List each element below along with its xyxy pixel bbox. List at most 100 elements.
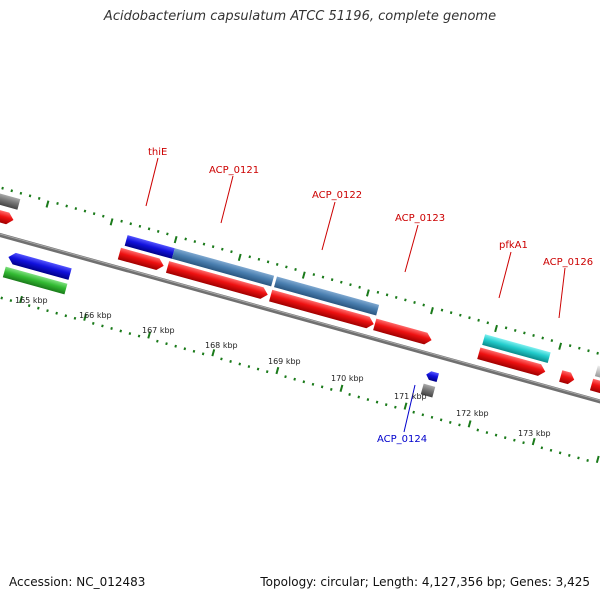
gene-ACP-0124[interactable] xyxy=(425,370,439,383)
minor-tick xyxy=(348,393,351,396)
ruler-label: 168 kbp xyxy=(205,341,238,350)
minor-tick xyxy=(65,204,68,208)
label-ACP-0123[interactable]: ACP_0123 xyxy=(395,213,445,224)
minor-tick xyxy=(375,400,379,404)
minor-tick xyxy=(384,403,388,407)
minor-tick xyxy=(28,194,32,198)
gene-left-blue-reverse[interactable] xyxy=(7,251,72,280)
minor-tick xyxy=(577,456,580,460)
ruler-label: 169 kbp xyxy=(268,357,301,366)
minor-tick xyxy=(174,344,177,348)
ruler-labels: 165 kbp 166 kbp 167 kbp 168 kbp 169 kbp … xyxy=(15,296,551,438)
minor-tick xyxy=(340,280,343,284)
minor-tick xyxy=(166,232,169,236)
minor-tick xyxy=(73,316,77,320)
minor-tick xyxy=(449,311,453,315)
cds-pfkA1[interactable] xyxy=(477,347,547,377)
minor-tick xyxy=(184,237,187,241)
minor-tick xyxy=(448,420,452,424)
minor-tick xyxy=(568,344,572,348)
minor-tick xyxy=(9,299,13,303)
label-ACP-0124[interactable]: ACP_0124 xyxy=(377,434,427,445)
minor-tick xyxy=(238,362,242,366)
major-tick xyxy=(109,218,114,226)
minor-tick xyxy=(156,229,160,233)
major-tick xyxy=(366,289,370,297)
minor-tick xyxy=(83,209,87,213)
label-ACP-0126[interactable]: ACP_0126 xyxy=(543,257,593,268)
minor-tick xyxy=(412,410,415,414)
minor-tick xyxy=(302,380,306,384)
ruler-label: 170 kbp xyxy=(331,374,364,383)
gene-thiE[interactable] xyxy=(124,235,175,259)
cds-ACP-0121[interactable] xyxy=(165,261,269,300)
minor-tick xyxy=(37,196,41,200)
minor-tick xyxy=(357,395,361,399)
accession-text: Accession: NC_012483 xyxy=(9,575,146,589)
gene-ACP-0122-steel[interactable] xyxy=(274,276,380,316)
major-tick xyxy=(83,313,88,321)
minor-tick xyxy=(532,334,535,337)
minor-tick xyxy=(394,405,397,409)
major-tick xyxy=(403,402,408,410)
minor-tick xyxy=(587,349,590,353)
minor-tick xyxy=(46,309,49,313)
gene-ACP-0121-steel[interactable] xyxy=(171,248,275,287)
gene-left-green[interactable] xyxy=(2,266,68,295)
minor-tick xyxy=(10,189,14,193)
minor-tick xyxy=(558,451,562,455)
label-pfkA1[interactable]: pfkA1 xyxy=(499,240,528,251)
label-ACP-0121[interactable]: ACP_0121 xyxy=(209,165,259,176)
minor-tick xyxy=(64,314,68,318)
minor-tick xyxy=(477,318,480,322)
minor-tick xyxy=(541,336,545,340)
gene-pfkA1[interactable] xyxy=(482,334,551,364)
minor-tick xyxy=(37,306,40,310)
cds-ACP-0122[interactable] xyxy=(269,289,375,330)
minor-tick xyxy=(137,334,141,338)
minor-tick xyxy=(91,321,95,325)
label-ACP-0122[interactable]: ACP_0122 xyxy=(312,190,362,201)
minor-tick xyxy=(230,250,233,254)
gene-left-gray[interactable] xyxy=(0,188,21,210)
major-tick xyxy=(275,366,280,375)
minor-tick xyxy=(458,423,461,427)
gene-ACP-0124-gray[interactable] xyxy=(420,383,436,398)
major-tick xyxy=(237,253,242,262)
minor-tick xyxy=(110,326,113,330)
ruler-label: 173 kbp xyxy=(518,429,551,438)
major-tick xyxy=(558,342,563,350)
minor-tick xyxy=(568,453,571,457)
minor-tick xyxy=(549,448,553,452)
minor-tick xyxy=(211,245,215,249)
cds-ACP-0123[interactable] xyxy=(373,318,433,346)
minor-tick xyxy=(385,293,389,297)
minor-tick xyxy=(311,382,315,386)
minor-tick xyxy=(165,342,168,346)
minor-tick xyxy=(596,351,599,355)
minor-tick xyxy=(366,398,370,402)
gene-labels: thiE ACP_0121 ACP_0122 ACP_0123 pfkA1 AC… xyxy=(148,147,593,445)
minor-tick xyxy=(27,304,31,308)
minor-tick xyxy=(101,214,105,218)
minor-tick xyxy=(513,438,516,442)
minor-tick xyxy=(523,331,526,335)
minor-tick xyxy=(503,436,507,440)
cds-thiE[interactable] xyxy=(117,247,166,272)
minor-tick xyxy=(293,377,296,381)
minor-tick xyxy=(266,260,270,264)
cds-left-red[interactable] xyxy=(0,203,15,226)
minor-tick xyxy=(229,359,232,363)
minor-tick xyxy=(119,329,123,333)
minor-tick xyxy=(193,240,197,244)
minor-tick xyxy=(220,247,224,251)
minor-tick xyxy=(513,328,517,332)
minor-tick xyxy=(486,321,490,325)
minor-tick xyxy=(329,387,333,391)
minor-tick xyxy=(202,242,206,246)
cds-small-red[interactable] xyxy=(559,370,576,385)
major-tick xyxy=(19,295,23,304)
minor-tick xyxy=(192,349,196,353)
label-thiE[interactable]: thiE xyxy=(148,147,167,158)
map-title: Acidobacterium capsulatum ATCC 51196, co… xyxy=(103,9,497,24)
